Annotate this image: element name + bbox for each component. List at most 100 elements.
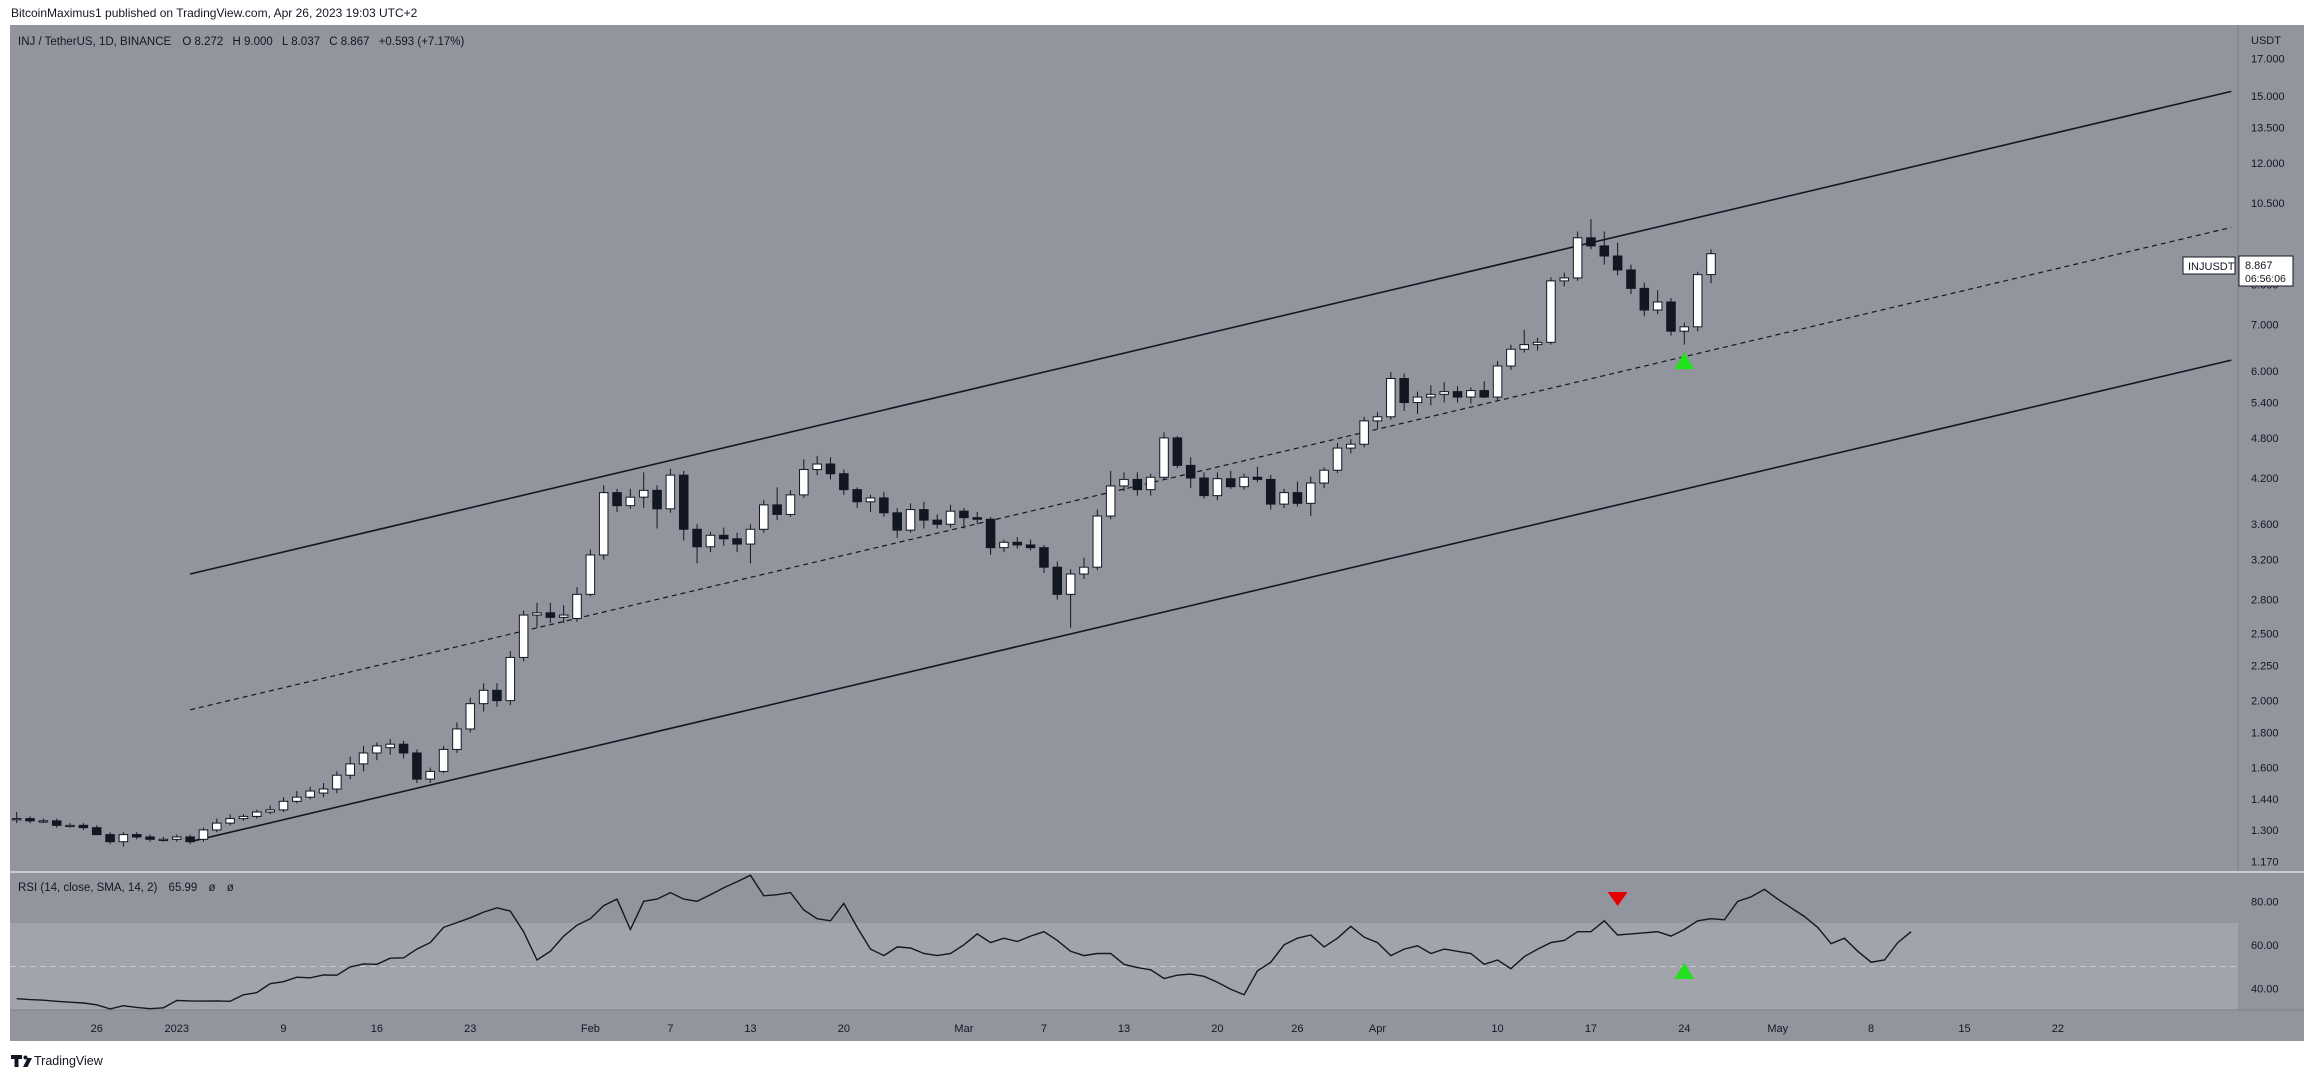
last-price: 8.867 bbox=[2245, 260, 2273, 272]
legend-row: INJ / TetherUS, 1D, BINANCE O 8.272 H 9.… bbox=[18, 36, 465, 48]
candle-body bbox=[532, 612, 542, 616]
time-tick-label: 23 bbox=[464, 1023, 476, 1035]
candle-bullish bbox=[1065, 569, 1076, 628]
candle-body bbox=[278, 800, 289, 811]
price-tick-label: 3.200 bbox=[2251, 555, 2279, 567]
candle-bullish bbox=[171, 834, 182, 842]
price-tick-label: 2.250 bbox=[2251, 660, 2279, 672]
price-axis-strip[interactable] bbox=[2238, 25, 2304, 872]
candle-bullish bbox=[1319, 467, 1329, 489]
candle-body bbox=[1519, 344, 1530, 350]
currency-label: USDT bbox=[2251, 35, 2281, 47]
candle-body bbox=[1025, 544, 1036, 549]
candle-bullish bbox=[745, 524, 756, 564]
candle-body bbox=[932, 519, 942, 525]
price-tick-label: 1.600 bbox=[2251, 763, 2279, 775]
candle-bearish bbox=[1639, 282, 1650, 317]
time-axis-ticks: 26 2023 9 16 23 Feb 7 13 20 Mar 7 13 20 26 Apr 10 17 24 Ma… bbox=[91, 1023, 2064, 1035]
candle-bearish bbox=[772, 487, 782, 521]
price-pane[interactable] bbox=[10, 25, 2238, 872]
legend-high-label: H bbox=[233, 36, 241, 48]
time-tick-label: 17 bbox=[1585, 1023, 1597, 1035]
candle-body bbox=[1372, 416, 1383, 422]
candle-body bbox=[812, 463, 822, 471]
candle-bullish bbox=[1439, 382, 1449, 403]
candle-body bbox=[598, 492, 609, 556]
time-tick-label: 20 bbox=[838, 1023, 850, 1035]
rsi-axis-strip[interactable] bbox=[2238, 873, 2304, 1010]
candle-bearish bbox=[825, 457, 836, 480]
candle-bearish bbox=[892, 508, 902, 538]
time-tick-label: 22 bbox=[2052, 1023, 2064, 1035]
candle-bullish bbox=[252, 809, 262, 819]
candle-body bbox=[1599, 245, 1610, 257]
candle-body bbox=[105, 834, 115, 843]
tv-logo-dot bbox=[23, 1055, 28, 1060]
rsi-value: 65.99 bbox=[169, 882, 198, 894]
candle-bullish bbox=[705, 531, 716, 553]
candle-body bbox=[785, 494, 796, 515]
candle-body bbox=[1559, 277, 1570, 282]
legend-close-label: C bbox=[329, 36, 337, 48]
symbol-name-box bbox=[2182, 256, 2236, 275]
rsi-line bbox=[16, 874, 1912, 1010]
candle-bearish bbox=[91, 825, 102, 836]
rsi-down-arrow-icon bbox=[1607, 892, 1628, 907]
rsi-layer bbox=[16, 874, 1912, 1010]
candle-body bbox=[318, 788, 329, 794]
candle-bullish bbox=[625, 488, 636, 509]
candle-bullish bbox=[345, 756, 355, 780]
candle-body bbox=[945, 510, 956, 525]
candle-body bbox=[1452, 391, 1463, 398]
candle-bullish bbox=[1306, 476, 1316, 517]
candle-body bbox=[452, 728, 462, 750]
candle-bullish bbox=[318, 783, 329, 798]
candle-bearish bbox=[1185, 457, 1196, 489]
candle-bullish bbox=[332, 771, 342, 794]
candle-bearish bbox=[932, 514, 942, 529]
candle-body bbox=[1439, 391, 1449, 395]
candle-body bbox=[478, 689, 489, 705]
candle-bearish bbox=[1586, 219, 1596, 250]
time-tick-label: 2023 bbox=[165, 1023, 189, 1035]
price-tick-label: 1.170 bbox=[2251, 857, 2279, 869]
candle-body bbox=[425, 770, 436, 780]
time-axis-strip[interactable] bbox=[10, 1010, 2304, 1041]
candle-bullish bbox=[1519, 329, 1530, 353]
candle-body bbox=[1306, 482, 1316, 504]
time-tick-label: 24 bbox=[1678, 1023, 1690, 1035]
time-tick-label: 13 bbox=[744, 1023, 756, 1035]
rsi-na-1: ø bbox=[209, 882, 216, 894]
candle-bearish bbox=[1039, 544, 1049, 574]
candle-body bbox=[1426, 393, 1436, 398]
candle-bullish bbox=[1212, 472, 1223, 501]
candle-body bbox=[1399, 378, 1409, 404]
candle-bearish bbox=[1225, 470, 1236, 489]
candle-body bbox=[1466, 390, 1476, 398]
symbol-tag[interactable]: INJUSDT 8.867 06:56:06 bbox=[2182, 255, 2294, 287]
candle-bullish bbox=[1559, 272, 1570, 287]
candle-body bbox=[705, 534, 716, 548]
candle-bearish bbox=[692, 524, 702, 564]
candle-body bbox=[1319, 469, 1329, 484]
candle-body bbox=[1332, 447, 1343, 471]
candle-body bbox=[1346, 443, 1356, 449]
candle-body bbox=[492, 689, 502, 702]
candle-body bbox=[1506, 348, 1516, 367]
candle-body bbox=[1572, 237, 1583, 279]
candle-bullish bbox=[1546, 277, 1556, 345]
candle-bearish bbox=[51, 818, 62, 828]
candle-body bbox=[1065, 573, 1076, 595]
candle-bullish bbox=[598, 485, 609, 560]
candle-body bbox=[825, 463, 836, 475]
candle-body bbox=[1639, 287, 1650, 311]
candle-body bbox=[118, 834, 129, 843]
candle-bullish bbox=[1119, 472, 1129, 492]
candle-bullish bbox=[11, 812, 22, 824]
candle-bearish bbox=[732, 532, 742, 553]
candle-body bbox=[238, 815, 249, 820]
rsi-na-2: ø bbox=[227, 882, 234, 894]
candle-bearish bbox=[78, 823, 89, 830]
candle-bullish bbox=[785, 490, 796, 517]
